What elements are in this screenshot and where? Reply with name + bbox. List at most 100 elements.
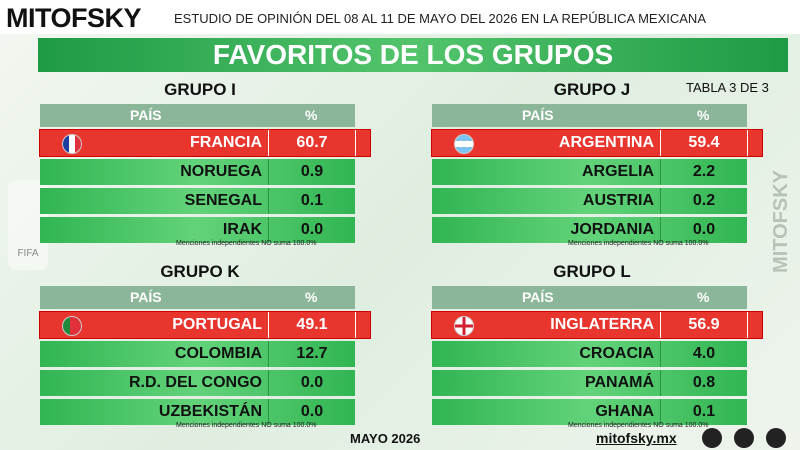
table-row: ARGELIA 2.2 xyxy=(432,159,747,185)
country: UZBEKISTÁN xyxy=(158,403,262,420)
facebook-icon[interactable] xyxy=(734,428,754,448)
percent: 0.8 xyxy=(692,374,716,391)
divider xyxy=(660,217,661,243)
table-row: COLOMBIA 12.7 xyxy=(40,341,355,367)
country: SENEGAL xyxy=(184,192,262,209)
table-row: PANAMÁ 0.8 xyxy=(432,370,747,396)
percent: 0.1 xyxy=(300,192,324,209)
divider xyxy=(660,341,661,367)
table-row: ARGENTINA 59.4 xyxy=(431,129,763,157)
column-header: PAÍS xyxy=(522,107,554,123)
watermark: MITOFSKY xyxy=(770,170,792,273)
footnote: Menciones independientes NO suma 100.0% xyxy=(176,240,317,247)
site-link[interactable]: mitofsky.mx xyxy=(596,430,677,446)
divider xyxy=(268,341,269,367)
percent: 49.1 xyxy=(296,316,328,333)
divider xyxy=(268,217,269,243)
divider xyxy=(747,312,748,338)
percent: 59.4 xyxy=(688,134,720,151)
country: FRANCIA xyxy=(190,134,262,151)
flag xyxy=(454,134,474,154)
divider xyxy=(355,130,356,156)
title-bar xyxy=(38,38,788,72)
country: PANAMÁ xyxy=(584,374,654,391)
table-row: PORTUGAL 49.1 xyxy=(39,311,371,339)
table-row: AUSTRIA 0.2 xyxy=(432,188,747,214)
group-title: GRUPO L xyxy=(553,262,631,281)
title: FAVORITOS DE LOS GRUPOS xyxy=(212,39,614,70)
column-header: PAÍS xyxy=(130,289,162,305)
divider xyxy=(660,312,661,338)
footnote: Menciones independientes NO suma 100.0% xyxy=(176,422,317,429)
table-row: R.D. DEL CONGO 0.0 xyxy=(40,370,355,396)
date: MAYO 2026 xyxy=(350,431,421,446)
divider xyxy=(268,312,269,338)
percent: 2.2 xyxy=(692,163,716,180)
x-icon[interactable] xyxy=(702,428,722,448)
percent: 60.7 xyxy=(296,134,328,151)
country: JORDANIA xyxy=(570,221,654,238)
table-row: UZBEKISTÁN 0.0 xyxy=(40,399,355,425)
country: CROACIA xyxy=(579,345,654,362)
divider xyxy=(268,130,269,156)
percent: 12.7 xyxy=(296,345,328,362)
table-row: IRAK 0.0 xyxy=(40,217,355,243)
percent: 0.0 xyxy=(300,221,324,238)
table-header: PAÍS% xyxy=(40,104,355,127)
percent: 0.2 xyxy=(692,192,716,209)
table-header: PAÍS% xyxy=(432,286,747,309)
percent: 0.1 xyxy=(692,403,716,420)
divider xyxy=(268,370,269,396)
footnote: Menciones independientes NO suma 100.0% xyxy=(568,240,709,247)
divider xyxy=(268,399,269,425)
percent: 56.9 xyxy=(688,316,720,333)
divider xyxy=(268,188,269,214)
percent: 0.0 xyxy=(692,221,716,238)
table-row: FRANCIA 60.7 xyxy=(39,129,371,157)
column-header: % xyxy=(305,107,318,123)
logo: FIFA xyxy=(17,248,39,259)
table-header: PAÍS% xyxy=(40,286,355,309)
table-row: NORUEGA 0.9 xyxy=(40,159,355,185)
percent: 4.0 xyxy=(692,345,716,362)
divider xyxy=(660,370,661,396)
group-title: GRUPO K xyxy=(160,262,240,281)
footnote: Menciones independientes NO suma 100.0% xyxy=(568,422,709,429)
flag xyxy=(62,134,82,154)
table-header: PAÍS% xyxy=(432,104,747,127)
flag xyxy=(454,316,474,336)
youtube-icon[interactable] xyxy=(766,428,786,448)
column-header: % xyxy=(305,289,318,305)
column-header: PAÍS xyxy=(130,107,162,123)
country: IRAK xyxy=(222,221,262,238)
group-title: GRUPO I xyxy=(164,80,236,99)
country: COLOMBIA xyxy=(174,345,262,362)
country: AUSTRIA xyxy=(582,192,654,209)
subtitle: ESTUDIO DE OPINIÓN DEL 08 AL 11 DE MAYO … xyxy=(174,11,706,26)
divider xyxy=(355,312,356,338)
country: GHANA xyxy=(595,403,654,420)
divider xyxy=(660,399,661,425)
flag xyxy=(62,316,82,336)
column-header: % xyxy=(697,107,710,123)
column-header: PAÍS xyxy=(522,289,554,305)
table-row: JORDANIA 0.0 xyxy=(432,217,747,243)
country: ARGELIA xyxy=(582,163,654,180)
divider xyxy=(747,130,748,156)
percent: 0.9 xyxy=(300,163,324,180)
percent: 0.0 xyxy=(300,403,324,420)
top-bar xyxy=(0,0,800,34)
divider xyxy=(660,159,661,185)
column-header: % xyxy=(697,289,710,305)
divider xyxy=(660,188,661,214)
table-row: INGLATERRA 56.9 xyxy=(431,311,763,339)
table-row: CROACIA 4.0 xyxy=(432,341,747,367)
group-title: GRUPO J xyxy=(553,80,631,99)
divider xyxy=(660,130,661,156)
percent: 0.0 xyxy=(300,374,324,391)
country: ARGENTINA xyxy=(558,134,654,151)
table-row: SENEGAL 0.1 xyxy=(40,188,355,214)
divider xyxy=(268,159,269,185)
country: INGLATERRA xyxy=(550,316,654,333)
